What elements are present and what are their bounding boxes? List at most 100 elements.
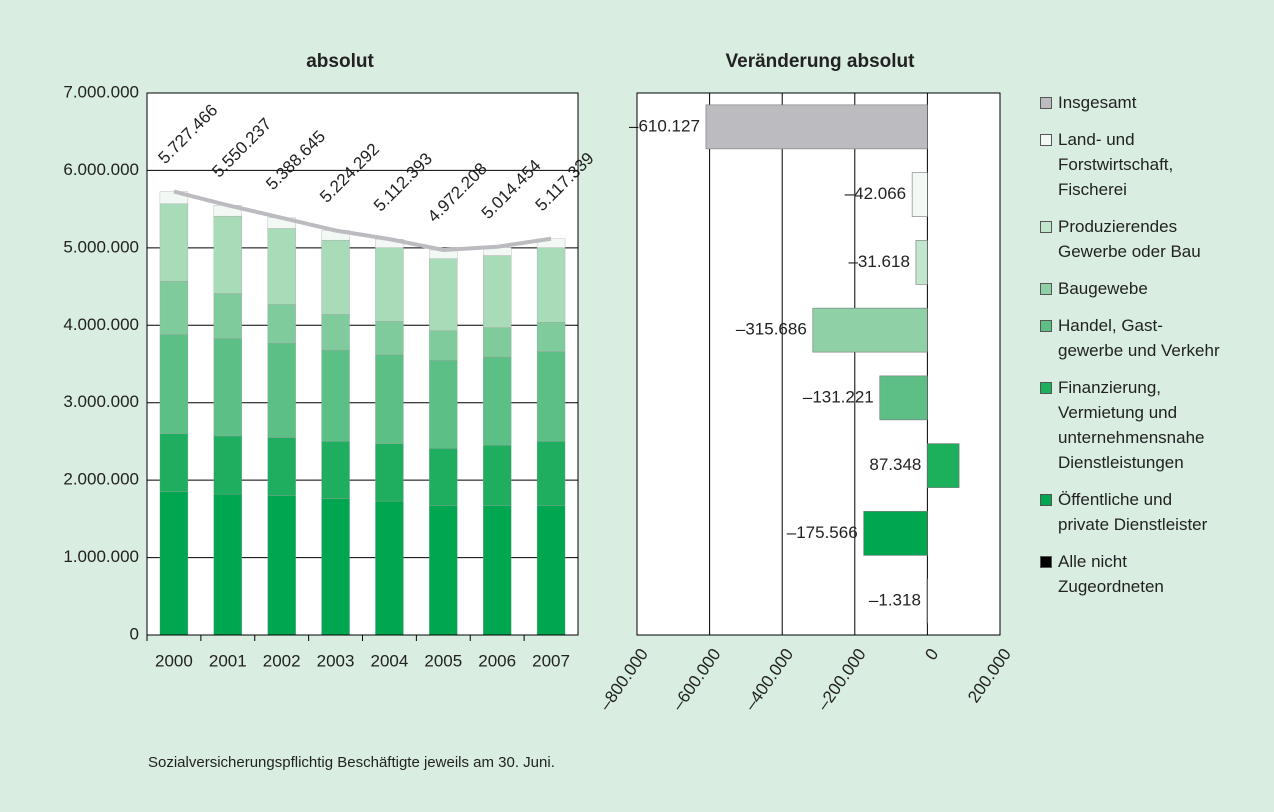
legend-swatch (1040, 556, 1052, 568)
bar-segment (429, 448, 458, 506)
bar-segment (536, 351, 566, 442)
y-tick-label: 2.000.000 (63, 470, 139, 489)
legend-swatch (1040, 320, 1052, 332)
legend-label: Alle nicht Zugeordneten (1058, 552, 1164, 596)
bar-segment (375, 443, 404, 502)
legend-item: Finanzierung, Vermietung und unternehmen… (1040, 375, 1220, 475)
y-tick-label: 3.000.000 (63, 392, 139, 411)
x-tick-label: 200.000 (964, 645, 1015, 706)
data-label: –1.318 (869, 591, 921, 610)
x-tick-label: 2005 (424, 651, 462, 670)
bar (705, 104, 928, 150)
bar-segment (536, 247, 566, 323)
total-line (173, 189, 552, 253)
bar-segment (213, 493, 242, 636)
bar (915, 240, 928, 285)
x-tick-label: 2004 (371, 651, 409, 670)
bar (863, 511, 928, 556)
plot-area (637, 93, 1000, 635)
legend-swatch (1040, 221, 1052, 233)
bar-segment (375, 354, 404, 444)
bar (911, 172, 928, 217)
data-label: –610.127 (629, 116, 700, 135)
bar-segment (159, 491, 189, 636)
y-tick-label: 4.000.000 (63, 315, 139, 334)
bar-segment (536, 322, 566, 352)
bar-segment (321, 314, 350, 351)
legend-swatch (1040, 283, 1052, 295)
legend: Insgesamt Land- und Forstwirtschaft, Fisc… (1040, 90, 1220, 599)
x-tick-label: –800.000 (596, 645, 652, 714)
x-tick-label: –400.000 (741, 645, 797, 714)
legend-item: Öffentliche und private Dienstleister (1040, 487, 1220, 537)
bar-segment (429, 330, 458, 361)
legend-label: Baugewebe (1058, 279, 1148, 298)
data-label: –175.566 (787, 523, 858, 542)
x-tick-label: 2000 (155, 651, 193, 670)
data-label: –31.618 (848, 252, 909, 271)
bar-segment (483, 445, 512, 506)
bar-segment (213, 215, 242, 294)
bar-segment (429, 359, 458, 449)
legend-item: Insgesamt (1040, 90, 1220, 115)
chart-title: absolut (306, 51, 374, 72)
bar-segment (483, 327, 512, 358)
legend-swatch (1040, 382, 1052, 394)
legend-swatch (1040, 134, 1052, 146)
bar-segment (213, 293, 242, 339)
bar-segment (213, 338, 242, 437)
legend-label: Insgesamt (1058, 93, 1137, 112)
bar-segment (483, 356, 512, 446)
x-tick-label: 2003 (317, 651, 355, 670)
bar-segment (375, 247, 404, 322)
legend-item: Land- und Forstwirtschaft, Fischerei (1040, 127, 1220, 202)
bar-segment (159, 433, 189, 492)
bar-segment (159, 281, 189, 335)
bar (927, 443, 960, 488)
legend-label: Handel, Gast- gewerbe und Verkehr (1058, 316, 1220, 360)
bar-segment (213, 435, 242, 495)
legend-label: Land- und Forstwirtschaft, Fischerei (1058, 130, 1174, 199)
bar-segment (483, 505, 512, 636)
y-tick-label: 5.000.000 (63, 237, 139, 256)
x-tick-label: –200.000 (814, 645, 870, 714)
x-tick-label: 2007 (532, 651, 570, 670)
data-label: –42.066 (845, 184, 906, 203)
bar (879, 375, 928, 421)
bar-segment (267, 495, 296, 636)
y-tick-label: 7.000.000 (63, 82, 139, 101)
x-tick-label: 2002 (263, 651, 301, 670)
y-tick-label: 1.000.000 (63, 547, 139, 566)
legend-label: Öffentliche und private Dienstleister (1058, 490, 1208, 534)
chart-title: Veränderung absolut (726, 51, 916, 72)
x-tick-label: 2006 (478, 651, 516, 670)
data-label: –131.221 (803, 387, 874, 406)
bar (812, 307, 928, 353)
legend-item: Baugewebe (1040, 276, 1220, 301)
legend-label: Produzierendes Gewerbe oder Bau (1058, 217, 1201, 261)
bar-segment (159, 334, 189, 434)
bar-segment (321, 349, 350, 442)
x-tick-label: –600.000 (668, 645, 724, 714)
legend-item: Alle nicht Zugeordneten (1040, 549, 1220, 599)
bar-segment (267, 304, 296, 344)
x-tick-label: 2001 (209, 651, 247, 670)
bar-segment (536, 505, 566, 636)
bar-segment (375, 500, 404, 636)
data-label: –315.686 (736, 320, 807, 339)
legend-item: Produzierendes Gewerbe oder Bau (1040, 214, 1220, 264)
legend-swatch (1040, 494, 1052, 506)
legend-item: Handel, Gast- gewerbe und Verkehr (1040, 313, 1220, 363)
plot-frame (636, 92, 1001, 636)
bar-segment (321, 239, 350, 315)
bar-segment (375, 321, 404, 355)
y-tick-label: 0 (130, 624, 139, 643)
legend-label: Finanzierung, Vermietung und unternehmen… (1058, 378, 1205, 472)
bar-segment (483, 255, 512, 328)
bar-segment (536, 441, 566, 506)
x-tick-label: 0 (921, 645, 942, 664)
bar-segment (267, 437, 296, 496)
bar-segment (429, 258, 458, 331)
